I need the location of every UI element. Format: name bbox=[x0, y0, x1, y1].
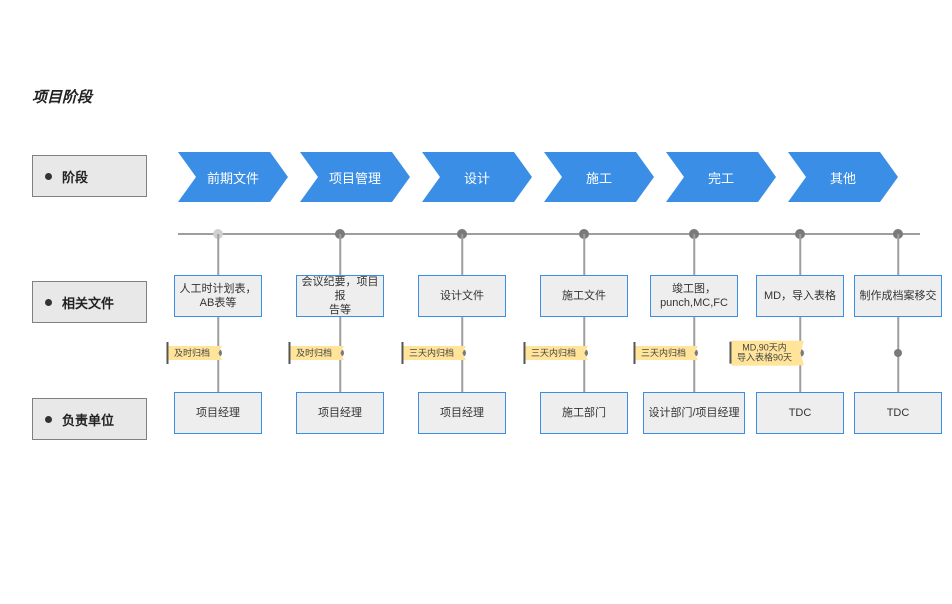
bullet-icon bbox=[45, 416, 52, 423]
row-label-text: 相关文件 bbox=[62, 293, 114, 312]
stage-chevron-4: 完工 bbox=[666, 152, 776, 202]
stage-label: 完工 bbox=[708, 168, 734, 187]
flag-label: 三天内归档 bbox=[635, 346, 692, 360]
connector-line bbox=[799, 234, 801, 275]
flag-label: MD,90天内 导入表格90天 bbox=[731, 341, 798, 366]
doc-box-6: 制作成档案移交 bbox=[854, 275, 942, 317]
flag-label: 及时归档 bbox=[168, 346, 216, 360]
stage-label: 前期文件 bbox=[207, 168, 259, 187]
bullet-icon bbox=[45, 173, 52, 180]
doc-box-4: 竣工图， punch,MC,FC bbox=[650, 275, 738, 317]
timeline-line bbox=[178, 233, 920, 235]
owner-box-6: TDC bbox=[854, 392, 942, 434]
flag-2: 三天内归档 bbox=[401, 342, 460, 364]
connector-line bbox=[693, 234, 695, 275]
row-label-owner: 负责单位 bbox=[32, 398, 147, 440]
flag-1: 及时归档 bbox=[288, 342, 338, 364]
stage-label: 项目管理 bbox=[329, 168, 381, 187]
owner-box-2: 项目经理 bbox=[418, 392, 506, 434]
flag-label: 三天内归档 bbox=[525, 346, 582, 360]
row-label-text: 阶段 bbox=[62, 167, 88, 186]
stage-chevron-1: 项目管理 bbox=[300, 152, 410, 202]
flag-4: 三天内归档 bbox=[633, 342, 692, 364]
doc-box-3: 施工文件 bbox=[540, 275, 628, 317]
mid-dot bbox=[894, 349, 902, 357]
flag-label: 及时归档 bbox=[290, 346, 338, 360]
flag-3: 三天内归档 bbox=[523, 342, 582, 364]
stage-chevron-0: 前期文件 bbox=[178, 152, 288, 202]
row-label-stage: 阶段 bbox=[32, 155, 147, 197]
row-label-docs: 相关文件 bbox=[32, 281, 147, 323]
stage-chevron-5: 其他 bbox=[788, 152, 898, 202]
doc-box-0: 人工时计划表， AB表等 bbox=[174, 275, 262, 317]
connector-line bbox=[583, 234, 585, 275]
stage-label: 其他 bbox=[830, 168, 856, 187]
page-title: 项目阶段 bbox=[32, 86, 92, 107]
owner-box-4: 设计部门/项目经理 bbox=[643, 392, 745, 434]
diagram-canvas: 项目阶段阶段相关文件负责单位 前期文件 项目管理 设计 施工 完工 其他人工时计划表， AB… bbox=[0, 0, 952, 604]
connector-line bbox=[339, 234, 341, 275]
doc-box-5: MD，导入表格 bbox=[756, 275, 844, 317]
doc-box-2: 设计文件 bbox=[418, 275, 506, 317]
stage-label: 设计 bbox=[464, 168, 490, 187]
connector-line bbox=[897, 234, 899, 275]
connector-line bbox=[217, 234, 219, 275]
flag-5: MD,90天内 导入表格90天 bbox=[729, 341, 798, 366]
stage-label: 施工 bbox=[586, 168, 612, 187]
owner-box-5: TDC bbox=[756, 392, 844, 434]
stage-chevron-3: 施工 bbox=[544, 152, 654, 202]
owner-box-1: 项目经理 bbox=[296, 392, 384, 434]
stage-chevron-2: 设计 bbox=[422, 152, 532, 202]
owner-box-0: 项目经理 bbox=[174, 392, 262, 434]
flag-0: 及时归档 bbox=[166, 342, 216, 364]
owner-box-3: 施工部门 bbox=[540, 392, 628, 434]
connector-line bbox=[461, 234, 463, 275]
row-label-text: 负责单位 bbox=[62, 410, 114, 429]
bullet-icon bbox=[45, 299, 52, 306]
flag-label: 三天内归档 bbox=[403, 346, 460, 360]
doc-box-1: 会议纪要，项目报 告等 bbox=[296, 275, 384, 317]
